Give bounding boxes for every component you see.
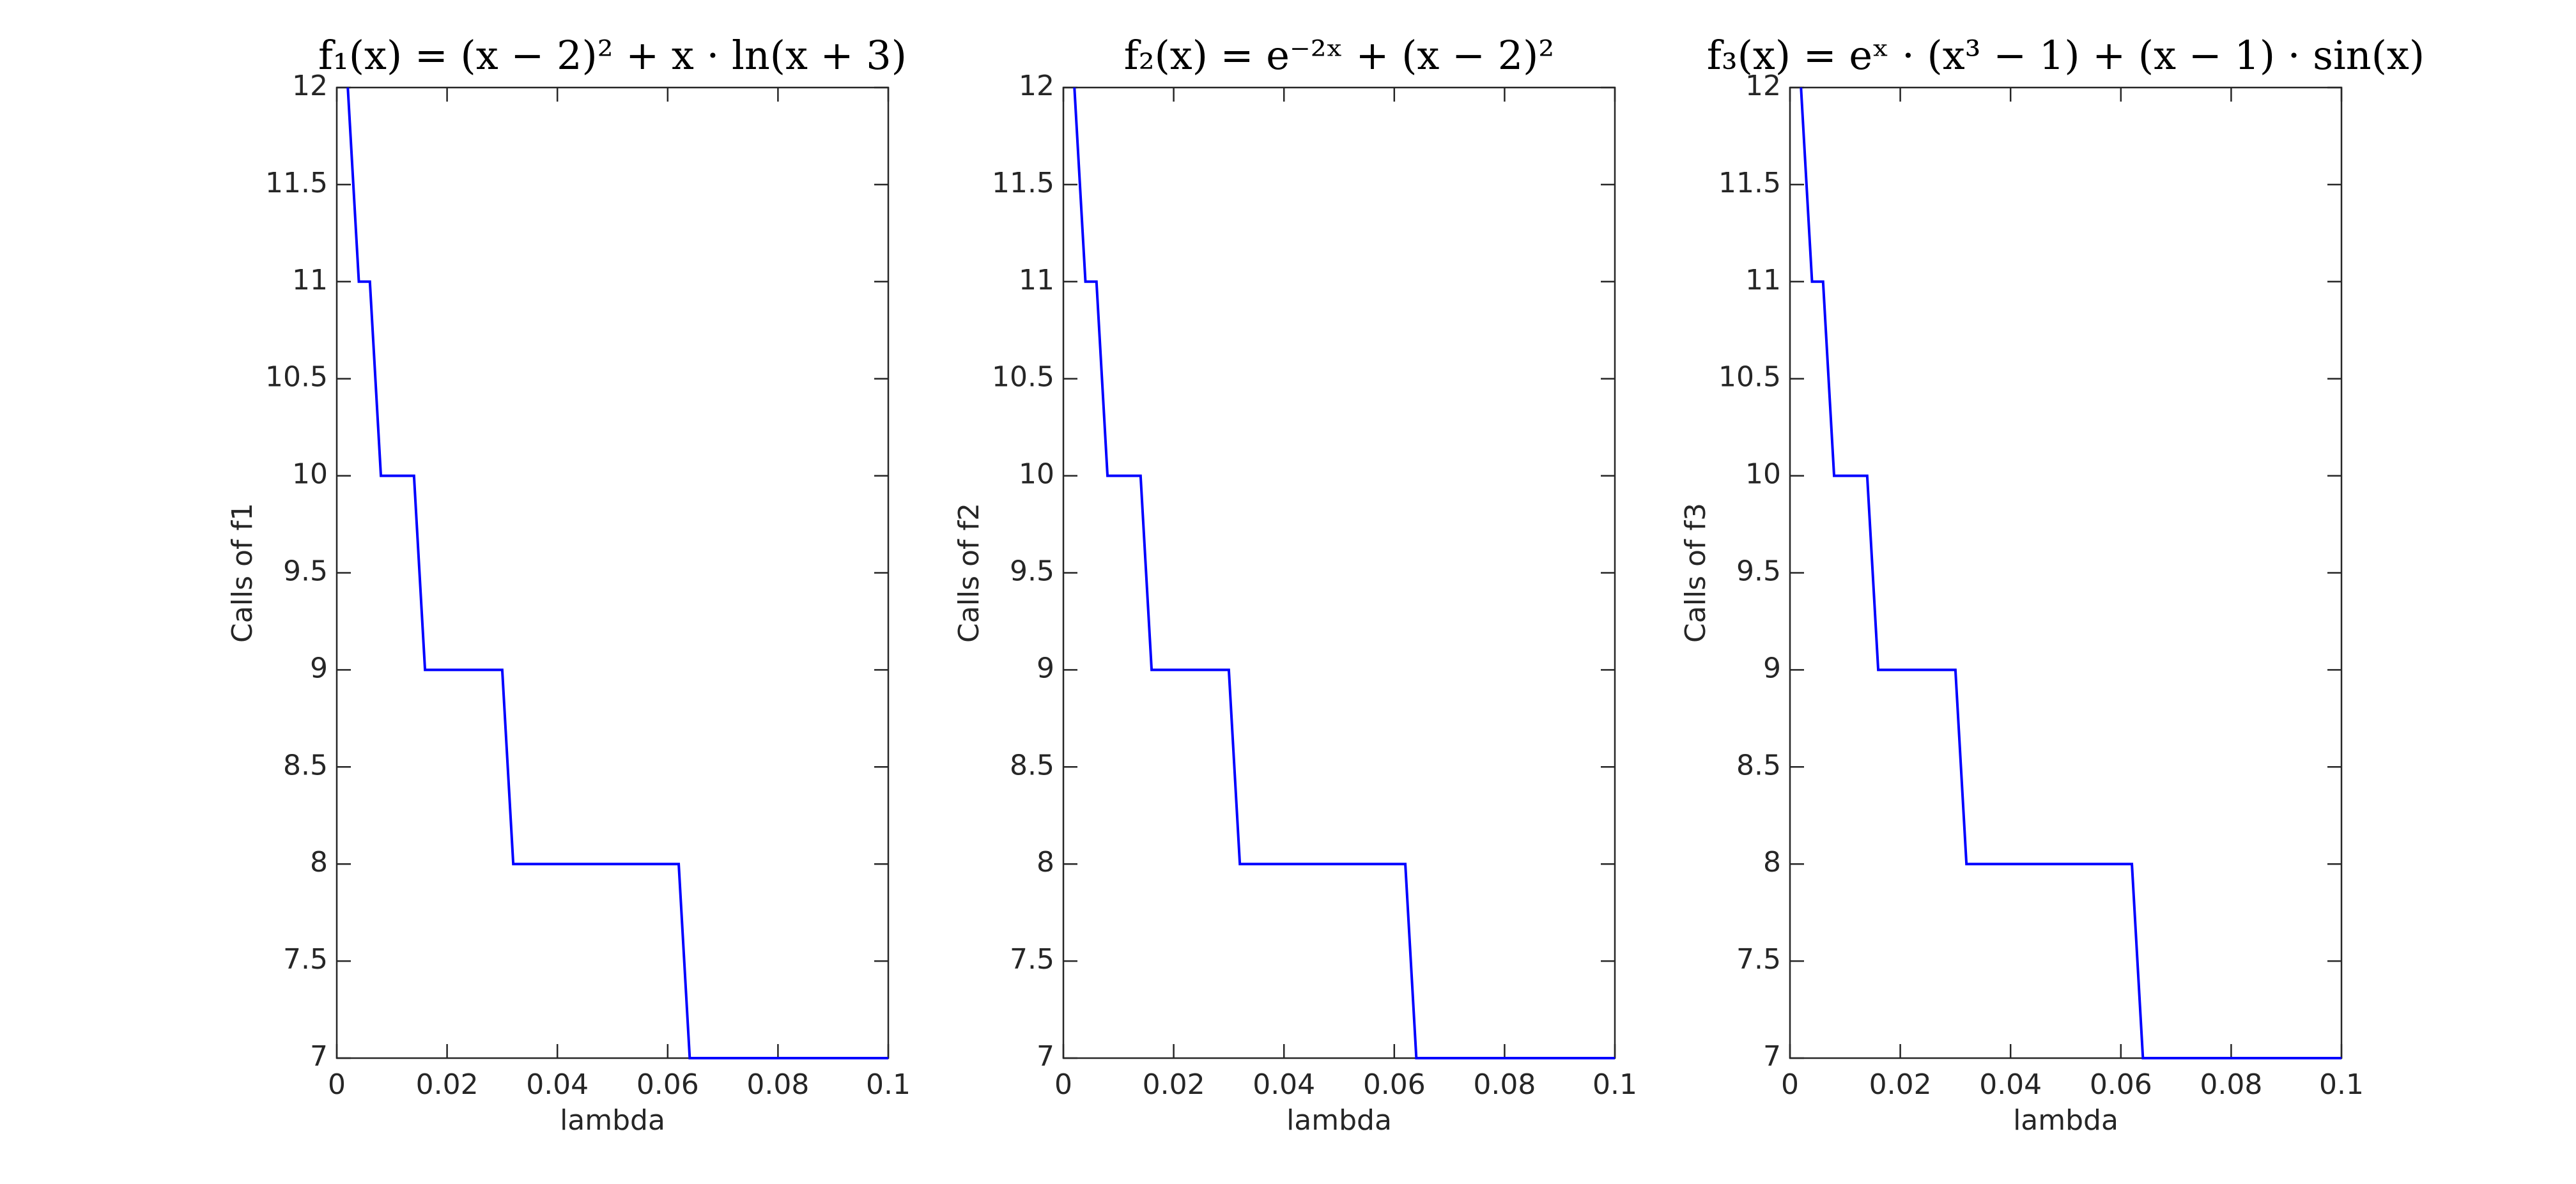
y-tick-label: 12 — [1019, 70, 1054, 102]
x-tick-label: 0 — [1781, 1068, 1799, 1101]
x-tick-label: 0.1 — [1593, 1068, 1637, 1101]
y-tick-label: 8.5 — [1736, 749, 1781, 781]
y-tick-label: 11 — [1745, 264, 1781, 296]
data-line — [346, 87, 888, 1059]
chart-title: f₁(x) = (x − 2)² + x · ln(x + 3) — [318, 32, 907, 79]
y-tick-label: 7.5 — [1010, 943, 1054, 976]
y-tick-label: 9.5 — [1010, 555, 1054, 588]
x-tick-label: 0.06 — [2090, 1068, 2152, 1101]
x-tick-label: 0.02 — [416, 1068, 479, 1101]
plot-area — [1062, 86, 1616, 1059]
x-tick-label: 0.08 — [746, 1068, 809, 1101]
chart-title: f₃(x) = eˣ · (x³ − 1) + (x − 1) · sin(x) — [1707, 32, 2425, 79]
y-tick-label: 8 — [1763, 846, 1781, 879]
y-tick-label: 11 — [292, 264, 328, 296]
y-tick-label: 10 — [1745, 458, 1781, 491]
y-tick-label: 9 — [310, 652, 328, 684]
y-tick-label: 10.5 — [1718, 361, 1781, 394]
chart-title: f₂(x) = e⁻²ˣ + (x − 2)² — [1124, 32, 1554, 79]
y-tick-label: 10 — [292, 458, 328, 491]
y-axis-label: Calls of f3 — [1679, 503, 1712, 643]
x-tick-label: 0.02 — [1143, 1068, 1205, 1101]
y-tick-label: 7 — [1763, 1040, 1781, 1073]
y-axis-label: Calls of f1 — [226, 503, 259, 643]
data-line — [1073, 87, 1615, 1059]
y-tick-label: 9 — [1037, 652, 1054, 684]
y-tick-label: 8.5 — [1010, 749, 1054, 781]
x-axis-label: lambda — [1286, 1104, 1392, 1137]
y-tick-label: 12 — [1745, 70, 1781, 102]
data-line — [1800, 87, 2341, 1059]
x-tick-label: 0.06 — [636, 1068, 699, 1101]
y-tick-label: 12 — [292, 70, 328, 102]
y-axis-label: Calls of f2 — [953, 503, 985, 643]
x-tick-label: 0.06 — [1363, 1068, 1426, 1101]
x-tick-label: 0.1 — [2319, 1068, 2364, 1101]
x-tick-label: 0.04 — [1253, 1068, 1315, 1101]
y-tick-label: 9.5 — [283, 555, 328, 588]
y-tick-label: 9 — [1763, 652, 1781, 684]
x-axis-label: lambda — [560, 1104, 665, 1137]
y-tick-label: 10.5 — [992, 361, 1054, 394]
x-tick-label: 0.04 — [1979, 1068, 2042, 1101]
y-tick-label: 7 — [1037, 1040, 1054, 1073]
y-tick-label: 8 — [310, 846, 328, 879]
plot-area — [1789, 86, 2343, 1059]
plot-area — [335, 86, 890, 1059]
y-tick-label: 10.5 — [265, 361, 328, 394]
y-tick-label: 7 — [310, 1040, 328, 1073]
y-tick-label: 11.5 — [992, 167, 1054, 199]
y-tick-label: 7.5 — [1736, 943, 1781, 976]
y-tick-label: 11 — [1019, 264, 1054, 296]
y-tick-label: 9.5 — [1736, 555, 1781, 588]
x-tick-label: 0.08 — [2200, 1068, 2262, 1101]
y-tick-label: 11.5 — [1718, 167, 1781, 199]
y-tick-label: 8 — [1037, 846, 1054, 879]
y-tick-label: 11.5 — [265, 167, 328, 199]
x-tick-label: 0.1 — [866, 1068, 911, 1101]
y-tick-label: 8.5 — [283, 749, 328, 781]
x-tick-label: 0.04 — [526, 1068, 589, 1101]
x-tick-label: 0 — [1054, 1068, 1072, 1101]
x-tick-label: 0 — [328, 1068, 346, 1101]
y-tick-label: 10 — [1019, 458, 1054, 491]
x-tick-label: 0.02 — [1869, 1068, 1932, 1101]
x-axis-label: lambda — [2013, 1104, 2118, 1137]
y-tick-label: 7.5 — [283, 943, 328, 976]
x-tick-label: 0.08 — [1473, 1068, 1536, 1101]
